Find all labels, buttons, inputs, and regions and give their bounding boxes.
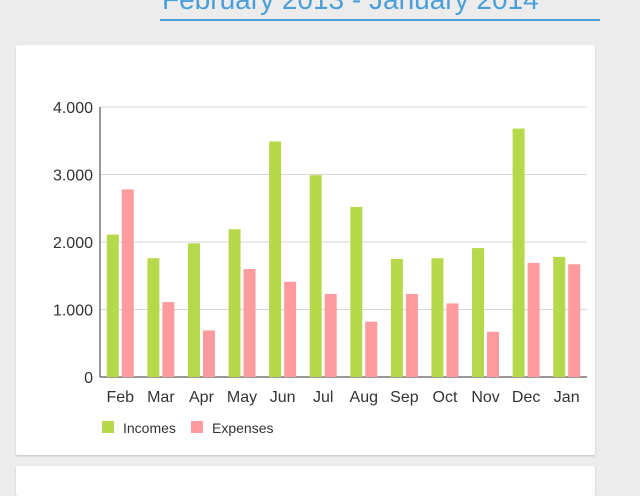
x-tick-label: Jan: [554, 389, 580, 406]
bar-incomes-sep: [390, 258, 403, 377]
page-title: February 2013 - January 2014: [162, 0, 602, 18]
x-tick-label: Feb: [107, 389, 135, 406]
x-tick-label: May: [227, 389, 257, 406]
x-tick-label: Oct: [433, 389, 458, 406]
bar-expenses-nov: [487, 331, 500, 377]
bar-expenses-jan: [568, 264, 581, 377]
y-tick-label: 0: [84, 370, 93, 387]
bar-expenses-oct: [446, 303, 459, 377]
bar-expenses-aug: [365, 321, 378, 377]
x-tick-label: Sep: [390, 389, 419, 406]
y-tick-label: 3.000: [53, 168, 93, 185]
y-tick-label: 1.000: [53, 303, 93, 320]
bar-incomes-feb: [106, 234, 119, 377]
bar-expenses-may: [243, 269, 256, 377]
bar-incomes-jun: [269, 141, 282, 377]
x-tick-label: Nov: [471, 389, 499, 406]
x-tick-label: Aug: [350, 389, 378, 406]
bar-incomes-jul: [309, 175, 322, 377]
title-underline: [160, 19, 600, 21]
x-tick-label: Jul: [313, 389, 333, 406]
legend-label-expenses: Expenses: [212, 420, 273, 436]
bar-expenses-dec: [527, 262, 540, 377]
x-tick-label: Jun: [270, 389, 296, 406]
chart-card: 0 1.000 2.000 3.000 4.000 Feb Mar Apr May Jun Jul A…: [16, 45, 595, 455]
bar-incomes-aug: [350, 206, 363, 377]
bar-incomes-apr: [187, 243, 200, 377]
legend-swatch-expenses: [191, 421, 203, 433]
bar-expenses-jun: [284, 281, 297, 377]
y-tick-label: 4.000: [53, 100, 93, 117]
bar-incomes-may: [228, 229, 241, 377]
y-tick-label: 2.000: [53, 235, 93, 252]
bar-incomes-mar: [147, 258, 160, 377]
bar-incomes-dec: [512, 128, 525, 377]
bar-incomes-oct: [431, 258, 444, 377]
x-tick-label: Apr: [189, 389, 215, 406]
income-expense-chart: 0 1.000 2.000 3.000 4.000 Feb Mar Apr May Jun Jul A…: [53, 100, 587, 436]
bar-incomes-jan: [553, 256, 566, 377]
legend-label-incomes: Incomes: [123, 420, 176, 436]
legend-swatch-incomes: [102, 421, 114, 433]
bar-expenses-jul: [324, 293, 337, 377]
bar-expenses-mar: [162, 302, 175, 377]
next-card: [16, 466, 595, 496]
bar-incomes-nov: [472, 248, 485, 377]
bar-expenses-sep: [405, 293, 418, 377]
x-tick-label: Mar: [147, 389, 175, 406]
x-tick-label: Dec: [512, 389, 540, 406]
bar-expenses-apr: [202, 330, 215, 377]
bar-expenses-feb: [121, 189, 134, 377]
